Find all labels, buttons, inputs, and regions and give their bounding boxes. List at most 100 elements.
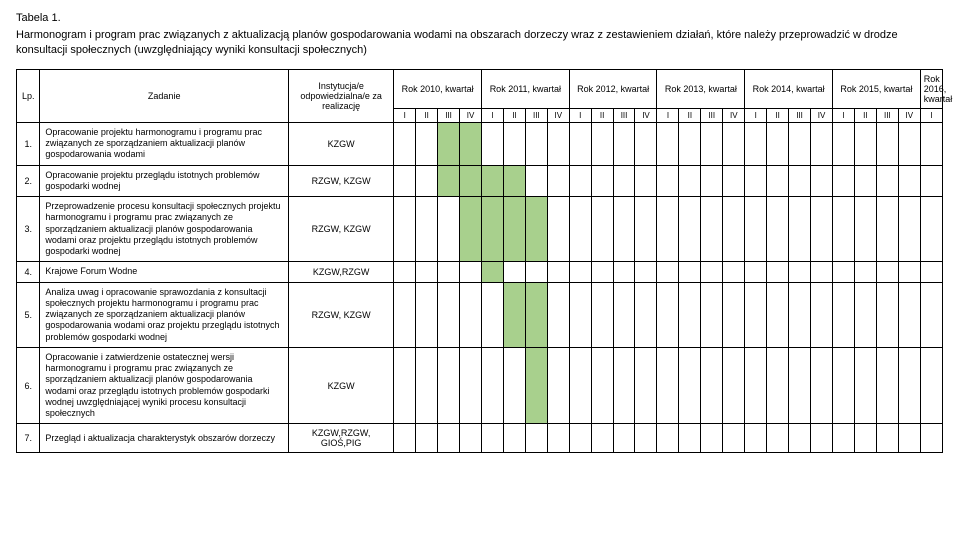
gantt-cell	[438, 424, 460, 453]
gantt-cell	[745, 165, 767, 197]
gantt-cell	[416, 282, 438, 347]
gantt-cell	[898, 282, 920, 347]
table-row: 2.Opracowanie projektu przeglądu istotny…	[17, 165, 943, 197]
gantt-cell	[723, 262, 745, 282]
row-lp: 7.	[17, 424, 40, 453]
col-quarter: I	[394, 108, 416, 122]
gantt-cell	[591, 262, 613, 282]
gantt-cell	[613, 122, 635, 165]
gantt-cell	[854, 197, 876, 262]
gantt-cell	[701, 424, 723, 453]
gantt-cell	[394, 197, 416, 262]
gantt-cell	[767, 424, 789, 453]
table-row: 6.Opracowanie i zatwierdzenie ostateczne…	[17, 347, 943, 424]
gantt-cell	[833, 424, 855, 453]
gantt-cell	[635, 165, 657, 197]
col-quarter: IV	[635, 108, 657, 122]
gantt-cell	[920, 122, 942, 165]
gantt-cell	[438, 282, 460, 347]
col-quarter: III	[701, 108, 723, 122]
gantt-cell	[438, 262, 460, 282]
col-quarter: III	[438, 108, 460, 122]
row-task: Opracowanie projektu przeglądu istotnych…	[40, 165, 289, 197]
gantt-cell	[547, 197, 569, 262]
gantt-cell	[898, 347, 920, 424]
gantt-cell	[745, 347, 767, 424]
gantt-cell	[789, 282, 811, 347]
gantt-cell	[898, 424, 920, 453]
row-task: Analiza uwag i opracowanie sprawozdania …	[40, 282, 289, 347]
gantt-cell	[679, 347, 701, 424]
col-quarter: II	[767, 108, 789, 122]
gantt-cell	[745, 282, 767, 347]
gantt-cell	[701, 197, 723, 262]
gantt-cell	[876, 282, 898, 347]
gantt-cell	[482, 282, 504, 347]
gantt-cell	[854, 282, 876, 347]
gantt-cell	[547, 262, 569, 282]
gantt-cell	[569, 347, 591, 424]
gantt-cell	[569, 282, 591, 347]
table-row: 5.Analiza uwag i opracowanie sprawozdani…	[17, 282, 943, 347]
gantt-cell	[394, 424, 416, 453]
gantt-cell	[854, 165, 876, 197]
row-institution: KZGW	[288, 122, 393, 165]
gantt-cell	[920, 262, 942, 282]
gantt-cell	[547, 347, 569, 424]
gantt-cell	[833, 282, 855, 347]
row-task: Opracowanie projektu harmonogramu i prog…	[40, 122, 289, 165]
row-task: Przeprowadzenie procesu konsultacji społ…	[40, 197, 289, 262]
gantt-cell	[591, 165, 613, 197]
row-institution: KZGW	[288, 347, 393, 424]
col-quarter: III	[789, 108, 811, 122]
col-quarter: IV	[898, 108, 920, 122]
col-quarter: IV	[547, 108, 569, 122]
gantt-cell	[460, 424, 482, 453]
table-row: 3.Przeprowadzenie procesu konsultacji sp…	[17, 197, 943, 262]
gantt-cell	[767, 262, 789, 282]
row-lp: 5.	[17, 282, 40, 347]
table-label: Tabela 1.	[16, 12, 943, 24]
gantt-cell	[635, 197, 657, 262]
gantt-cell	[811, 347, 833, 424]
gantt-cell	[503, 424, 525, 453]
gantt-cell	[635, 262, 657, 282]
gantt-cell	[767, 165, 789, 197]
gantt-cell	[503, 347, 525, 424]
gantt-cell	[898, 262, 920, 282]
col-year-3: Rok 2013, kwartał	[657, 69, 745, 108]
gantt-cell	[811, 262, 833, 282]
gantt-cell	[679, 282, 701, 347]
gantt-cell	[613, 262, 635, 282]
gantt-cell	[460, 282, 482, 347]
gantt-cell	[460, 197, 482, 262]
gantt-cell	[591, 424, 613, 453]
gantt-cell	[789, 424, 811, 453]
gantt-cell	[591, 197, 613, 262]
gantt-cell	[723, 197, 745, 262]
gantt-cell	[833, 122, 855, 165]
table-row: 1.Opracowanie projektu harmonogramu i pr…	[17, 122, 943, 165]
gantt-cell	[525, 165, 547, 197]
gantt-cell	[591, 282, 613, 347]
gantt-cell	[394, 262, 416, 282]
gantt-cell	[591, 122, 613, 165]
gantt-cell	[657, 122, 679, 165]
col-quarter: I	[482, 108, 504, 122]
gantt-cell	[811, 424, 833, 453]
col-quarter: I	[745, 108, 767, 122]
gantt-cell	[416, 197, 438, 262]
col-quarter: III	[613, 108, 635, 122]
gantt-cell	[613, 282, 635, 347]
gantt-cell	[569, 122, 591, 165]
gantt-cell	[503, 165, 525, 197]
row-lp: 4.	[17, 262, 40, 282]
col-lp: Lp.	[17, 69, 40, 122]
gantt-cell	[394, 282, 416, 347]
col-quarter: II	[854, 108, 876, 122]
gantt-cell	[701, 122, 723, 165]
gantt-cell	[833, 165, 855, 197]
gantt-cell	[701, 282, 723, 347]
col-quarter: II	[679, 108, 701, 122]
gantt-cell	[394, 122, 416, 165]
